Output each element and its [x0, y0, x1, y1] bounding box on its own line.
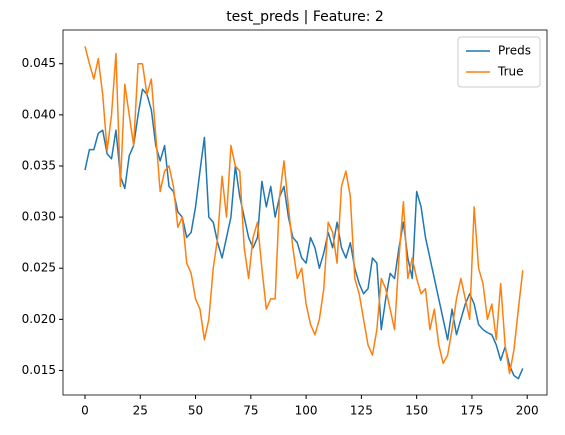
x-tick-label: 150: [405, 404, 428, 418]
x-tick-label: 200: [516, 404, 539, 418]
x-tick-label: 100: [295, 404, 318, 418]
y-tick-label: 0.020: [22, 312, 56, 326]
y-tick-label: 0.015: [22, 363, 56, 377]
legend-box: [457, 36, 541, 88]
x-tick-label: 0: [81, 404, 89, 418]
y-tick-label: 0.030: [22, 210, 56, 224]
legend-label: Preds: [498, 44, 531, 58]
legend-label: True: [497, 65, 524, 79]
x-tick-label: 125: [350, 404, 373, 418]
line-series: [84, 46, 524, 375]
line-series: [84, 88, 524, 380]
plot-frame: [62, 29, 548, 396]
y-tick-label: 0.035: [22, 158, 56, 172]
y-tick-label: 0.025: [22, 261, 56, 275]
x-tick-label: 50: [188, 404, 203, 418]
y-tick-label: 0.040: [22, 107, 56, 121]
x-tick-label: 175: [460, 404, 483, 418]
x-tick-label: 25: [133, 404, 148, 418]
chart-title: test_preds | Feature: 2: [226, 9, 384, 25]
y-tick-label: 0.045: [22, 56, 56, 70]
x-tick-label: 75: [243, 404, 258, 418]
